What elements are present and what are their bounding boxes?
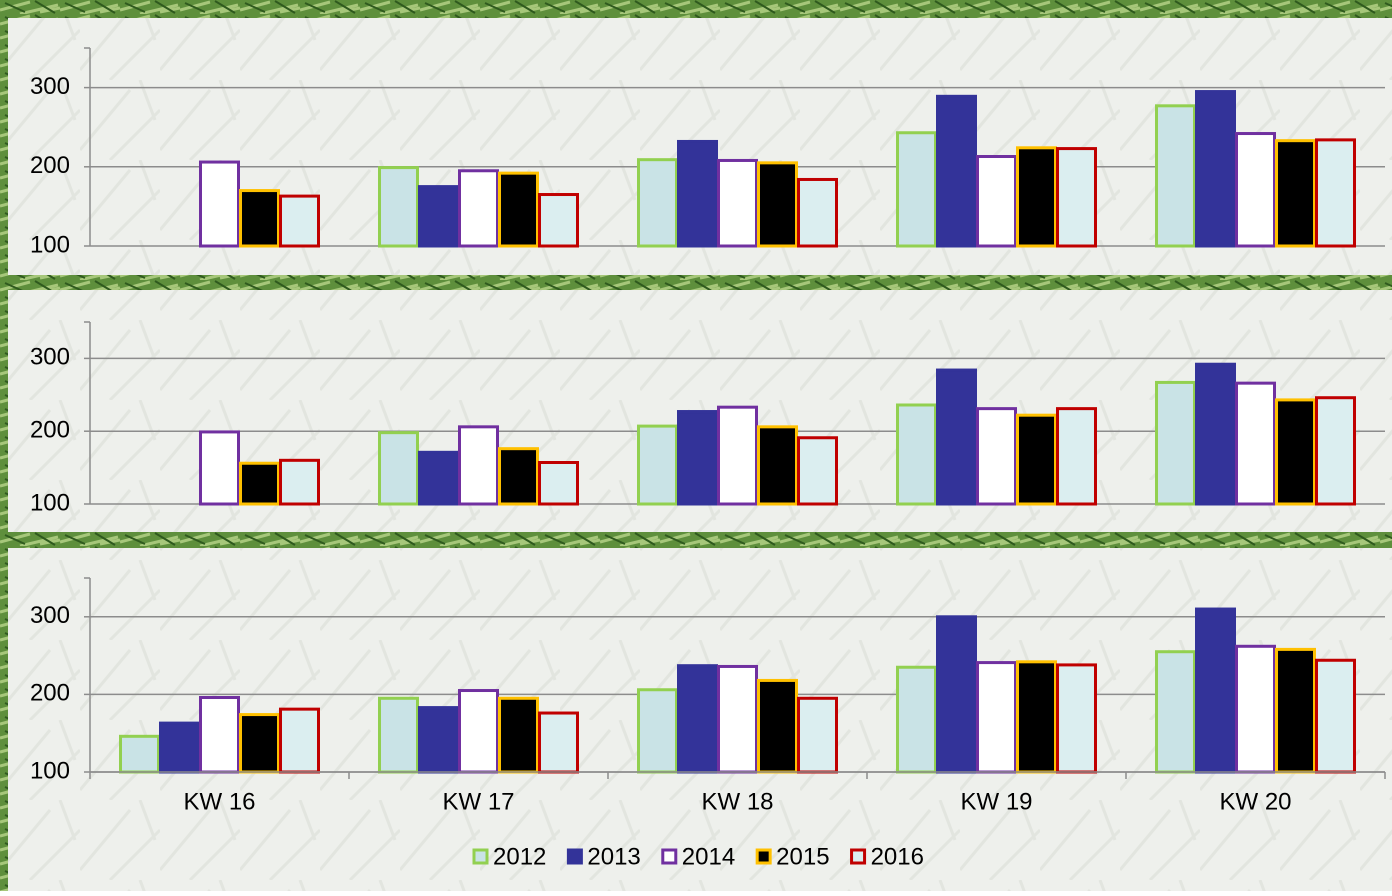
x-tick-label: KW 18	[701, 788, 773, 815]
bar	[460, 427, 498, 504]
bar	[380, 168, 418, 246]
bar	[380, 698, 418, 772]
bar	[460, 171, 498, 246]
bar	[540, 463, 578, 504]
bar	[500, 449, 538, 504]
y-tick-label: 300	[30, 602, 70, 629]
bar	[759, 427, 797, 504]
bar	[121, 736, 159, 772]
bar	[1317, 140, 1355, 246]
bar	[799, 698, 837, 772]
bar	[719, 407, 757, 504]
y-tick-label: 200	[30, 152, 70, 179]
x-tick-label: KW 16	[183, 788, 255, 815]
bar	[938, 617, 976, 772]
bar	[1237, 646, 1275, 772]
legend-swatch	[474, 850, 487, 863]
legend-swatch	[852, 850, 865, 863]
y-tick-label: 100	[30, 757, 70, 784]
bar	[420, 452, 458, 504]
bar	[679, 666, 717, 772]
bar	[1277, 141, 1315, 246]
legend-swatch	[663, 850, 676, 863]
bar	[201, 698, 239, 772]
bar	[281, 460, 319, 504]
bar	[1317, 660, 1355, 772]
y-tick-label: 300	[30, 73, 70, 100]
y-tick-label: 200	[30, 417, 70, 444]
bar	[938, 370, 976, 504]
bar	[759, 163, 797, 246]
legend-swatch	[568, 850, 581, 863]
bar	[1317, 398, 1355, 504]
legend-label: 2016	[871, 843, 924, 870]
legend-label: 2013	[587, 843, 640, 870]
bar	[679, 412, 717, 504]
bar	[639, 426, 677, 504]
bar	[1018, 415, 1056, 504]
bar	[201, 162, 239, 246]
bar	[420, 187, 458, 246]
bar	[938, 96, 976, 246]
x-tick-label: KW 19	[960, 788, 1032, 815]
legend-label: 2012	[493, 843, 546, 870]
bar	[1237, 383, 1275, 504]
bar	[799, 179, 837, 246]
bar	[1197, 364, 1235, 504]
bar	[639, 160, 677, 246]
bar	[1197, 609, 1235, 772]
bar	[1157, 382, 1195, 504]
legend-label: 2014	[682, 843, 735, 870]
bar	[1018, 148, 1056, 246]
bar	[639, 690, 677, 772]
bar	[420, 708, 458, 772]
bar	[380, 433, 418, 504]
bar	[978, 663, 1016, 772]
bar	[719, 160, 757, 246]
bar	[978, 157, 1016, 246]
page: 100 200 300 100 200 300 100 200 300 KW 16 KW 17 KW …	[0, 0, 1392, 891]
bar	[1157, 106, 1195, 246]
bar	[978, 409, 1016, 504]
bar	[161, 723, 199, 772]
legend-swatch	[757, 850, 770, 863]
bar	[201, 432, 239, 504]
bar	[241, 715, 279, 772]
bar	[241, 191, 279, 246]
y-tick-label: 100	[30, 231, 70, 258]
bar	[281, 196, 319, 246]
bar	[1277, 400, 1315, 504]
bar	[759, 680, 797, 772]
bar	[898, 405, 936, 504]
bar	[1058, 149, 1096, 246]
bar	[719, 666, 757, 772]
bar	[500, 173, 538, 246]
bar	[540, 195, 578, 246]
bar	[1197, 92, 1235, 246]
bar	[1237, 134, 1275, 246]
x-tick-label: KW 20	[1219, 788, 1291, 815]
bar	[460, 691, 498, 772]
bar	[1157, 652, 1195, 772]
bar	[1277, 649, 1315, 772]
bar	[1018, 662, 1056, 772]
y-tick-label: 300	[30, 344, 70, 371]
bar	[898, 133, 936, 246]
bar	[500, 698, 538, 772]
bar	[1058, 409, 1096, 504]
bar	[281, 709, 319, 772]
bar	[540, 713, 578, 772]
bar	[898, 667, 936, 772]
bar	[799, 438, 837, 504]
bar	[1058, 665, 1096, 772]
y-tick-label: 100	[30, 489, 70, 516]
x-tick-label: KW 17	[442, 788, 514, 815]
bar	[679, 141, 717, 246]
y-tick-label: 200	[30, 680, 70, 707]
bar	[241, 463, 279, 504]
legend-label: 2015	[776, 843, 829, 870]
